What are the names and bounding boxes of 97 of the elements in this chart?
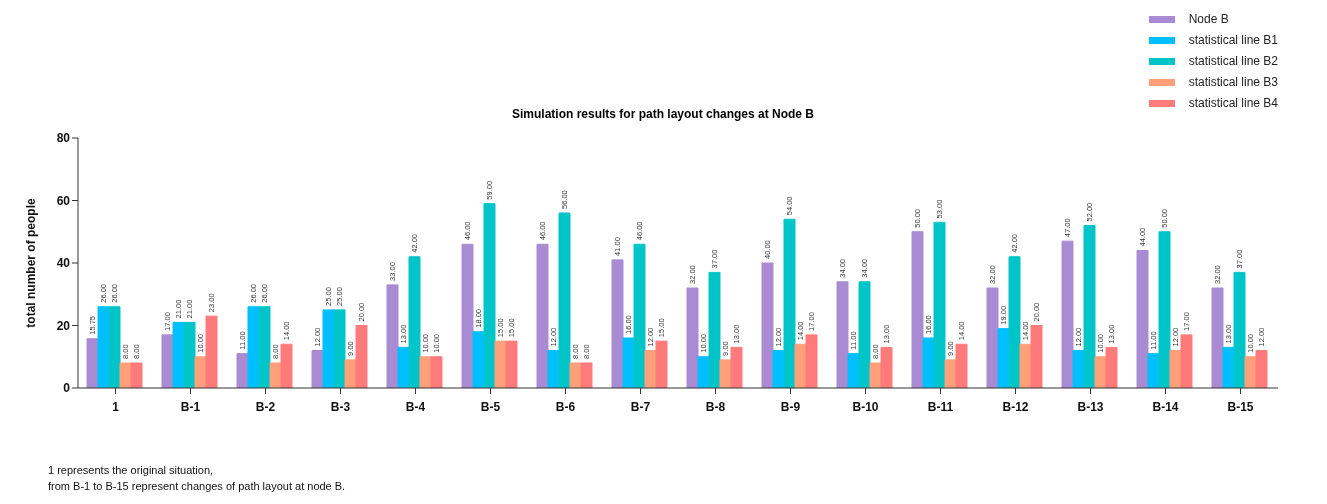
bar [86,338,99,388]
bar [205,315,218,388]
bar [1255,350,1268,388]
bar [461,243,474,388]
bar [161,334,174,388]
bar [119,362,132,388]
bar [1244,356,1257,388]
bar [194,356,207,388]
legend-label: statistical line B2 [1188,54,1278,68]
bar [944,359,957,388]
bar [558,212,571,388]
bar [836,281,849,388]
bar [408,256,421,388]
bar [1008,256,1021,388]
bar [1083,225,1096,388]
text: 1 represents the original situation, [48,464,214,476]
bar [472,331,485,388]
x-tick-label: B-10 [852,399,879,414]
bar [1136,250,1149,388]
bar [1233,271,1246,388]
bar [1094,356,1107,388]
bar [1180,334,1193,388]
bar [97,306,110,388]
bar [880,346,893,388]
bar [333,309,346,388]
bar [1105,346,1118,388]
bar [386,284,399,388]
bar [611,259,624,388]
y-tick-label: 0 [63,381,71,396]
bar [1211,287,1224,388]
bar [719,359,732,388]
x-tick-label: B-2 [255,399,276,414]
bar [247,306,260,388]
bar [322,309,335,388]
chart-title: Simulation results for path layout changes at Node B [511,107,815,121]
bar [130,362,143,388]
bar [622,337,635,388]
x-tick-label: B-8 [705,399,726,414]
bar [419,356,432,388]
legend-label: Node B [1188,12,1229,26]
bar [997,328,1010,388]
bar [505,340,518,388]
x-tick-label: B-7 [630,399,651,414]
bar [955,343,968,388]
bar [1030,325,1043,388]
bar [269,362,282,388]
bar [869,362,882,388]
bar [697,356,710,388]
bar [986,287,999,388]
bar [911,231,924,388]
legend-label: statistical line B3 [1188,75,1278,89]
bar [805,334,818,388]
bar [494,340,507,388]
y-tick-label: 60 [56,193,71,208]
bar [708,271,721,388]
bar [1061,240,1074,388]
y-axis-title: total number of people [24,198,39,328]
x-tick-label: 1 [112,399,120,414]
bar [761,262,774,388]
bar [922,337,935,388]
bar [430,356,443,388]
bar [933,221,946,388]
bar [580,362,593,388]
bar [730,346,743,388]
bar [536,243,549,388]
y-tick-label: 40 [56,256,71,271]
x-tick-label: B-1 [180,399,201,414]
bar [686,287,699,388]
bar [1158,231,1171,388]
x-tick-label: B-11 [927,399,954,414]
x-tick-label: B-4 [405,399,426,414]
text: from B-1 to B-15 represent changes of path layout at node B. [48,480,346,492]
bar [108,306,121,388]
bar [783,218,796,388]
x-tick-label: B-5 [480,399,501,414]
x-tick-label: B-9 [780,399,801,414]
bar [483,203,496,388]
x-tick-label: B-3 [330,399,351,414]
bar [355,325,368,388]
x-tick-label: B-12 [1002,399,1029,414]
y-tick-label: 20 [56,318,71,333]
x-tick-label: B-15 [1227,399,1254,414]
bar [633,243,646,388]
bar [569,362,582,388]
x-tick-label: B-6 [555,399,576,414]
bar [172,321,185,388]
x-tick-label: B-13 [1077,399,1104,414]
bar [858,281,871,388]
bar [183,321,196,388]
bar [258,306,271,388]
bar [655,340,668,388]
bar [344,359,357,388]
x-tick-label: B-14 [1152,399,1179,414]
legend-label: statistical line B1 [1188,33,1278,47]
bar [280,343,293,388]
y-tick-label: 80 [56,131,71,146]
legend-label: statistical line B4 [1188,96,1278,110]
